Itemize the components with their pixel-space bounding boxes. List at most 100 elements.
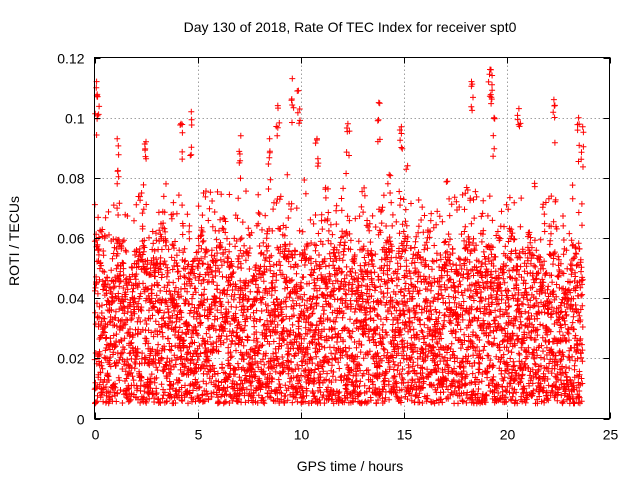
data-point [362,330,369,337]
data-point [248,382,255,389]
data-point [441,239,448,246]
data-point [249,356,256,362]
data-point [115,290,122,297]
data-point [433,250,440,257]
data-point [254,360,261,367]
data-point [188,334,195,341]
data-point [166,287,173,294]
data-point [396,230,403,237]
data-point [375,273,382,280]
data-point [453,198,460,205]
data-point [330,291,337,298]
data-point [167,366,174,373]
data-point [146,234,152,241]
data-point [153,391,159,398]
data-point [315,362,321,369]
data-point [440,323,447,330]
data-point [351,252,358,258]
data-point [403,257,410,264]
data-point [158,246,165,253]
data-point [236,392,243,398]
data-point [250,272,257,279]
data-point [140,248,147,255]
data-point [209,362,216,369]
data-point [411,244,418,251]
data-point [340,185,347,192]
data-point [375,397,381,403]
data-point [269,376,276,383]
data-point [239,219,246,226]
data-point [379,341,386,348]
data-point [382,394,389,401]
data-point [197,350,204,357]
data-point [194,332,201,339]
data-point [480,347,487,354]
data-point [97,369,104,376]
data-point [430,258,437,265]
data-point [148,329,155,336]
data-point [267,267,274,274]
data-point [459,292,466,299]
data-point [325,209,332,216]
data-point [169,319,176,326]
data-point [380,294,387,300]
data-point [110,332,117,339]
data-point [272,329,279,336]
data-point [472,188,479,195]
data-point [365,367,372,373]
data-point [395,276,402,283]
data-point [240,303,247,309]
data-point [159,296,166,303]
data-point [398,331,404,338]
data-point [361,382,368,389]
data-point [254,399,261,406]
data-point [217,216,224,223]
data-point [246,266,253,272]
data-point [404,370,411,377]
data-point [372,251,379,258]
data-point [166,346,173,353]
data-point [426,274,433,280]
data-point [283,277,290,284]
data-point [275,376,282,383]
data-point [234,215,241,222]
data-point [95,214,102,221]
data-point [309,310,316,317]
data-point [405,318,412,325]
data-point [337,296,344,303]
data-point [234,381,241,388]
data-point [479,259,485,266]
data-point [248,361,255,368]
data-point [191,304,198,311]
data-point [366,220,373,227]
data-point [454,379,461,386]
data-point [158,299,165,306]
data-point [240,384,247,391]
data-point [356,383,363,389]
data-point [243,386,250,393]
data-point [285,253,291,260]
data-point [122,368,129,375]
data-point [415,249,422,256]
data-point [335,330,342,337]
data-point [227,349,234,356]
data-point [226,248,233,255]
data-point [402,319,409,326]
data-point [179,398,186,404]
data-point [436,326,443,333]
data-point [347,237,354,244]
data-point [333,202,340,209]
data-point [247,288,254,295]
data-point [337,374,344,381]
data-point [335,359,342,366]
data-point [340,310,347,317]
data-point [150,254,157,261]
data-point [299,394,305,401]
data-point [316,397,323,403]
data-point [468,379,475,386]
data-point [416,390,423,397]
data-point [158,354,165,361]
data-point [278,311,285,318]
data-point [320,392,327,399]
data-point [412,238,419,245]
